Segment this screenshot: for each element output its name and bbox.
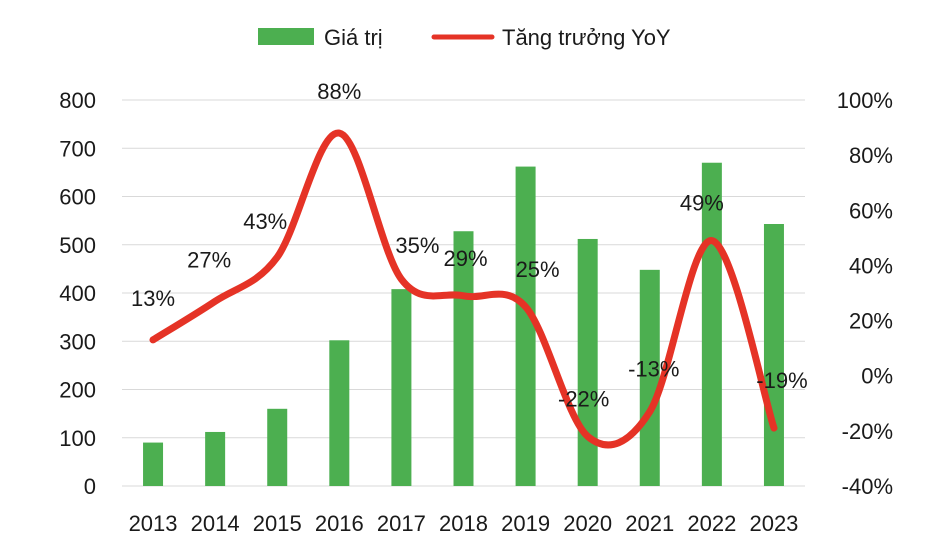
y-right-tick-label: 100% — [837, 88, 893, 113]
y-axis-right: -40% -20% 0% 20% 40% 60% 80% 100% — [837, 88, 893, 499]
legend: Giá trị Tăng trưởng YoY — [258, 25, 671, 50]
x-tick-label: 2023 — [749, 511, 798, 536]
legend-label-bar: Giá trị — [324, 25, 383, 50]
x-tick-label: 2017 — [377, 511, 426, 536]
growth-data-label: 49% — [680, 191, 724, 216]
x-tick-label: 2020 — [563, 511, 612, 536]
x-tick-label: 2019 — [501, 511, 550, 536]
growth-data-label: 35% — [395, 233, 439, 258]
y-right-tick-label: 40% — [849, 253, 893, 278]
legend-swatch-bar — [258, 28, 314, 45]
x-tick-label: 2021 — [625, 511, 674, 536]
y-left-tick-label: 800 — [59, 88, 96, 113]
growth-data-label: 27% — [187, 247, 231, 272]
growth-line — [149, 129, 778, 449]
y-left-tick-label: 600 — [59, 185, 96, 210]
bar — [763, 224, 784, 486]
y-left-tick-label: 100 — [59, 426, 96, 451]
growth-data-label: -22% — [558, 386, 609, 411]
x-tick-label: 2018 — [439, 511, 488, 536]
y-right-tick-label: 0% — [861, 364, 893, 389]
bar — [639, 269, 660, 486]
bar — [329, 340, 350, 486]
y-right-tick-label: 20% — [849, 309, 893, 334]
x-axis: 2013 2014 2015 2016 2017 2018 2019 2020 2021 2022… — [129, 511, 799, 536]
line-series — [149, 129, 778, 449]
x-tick-label: 2014 — [191, 511, 240, 536]
bar — [577, 238, 598, 486]
bar — [205, 431, 226, 486]
growth-data-label: 43% — [243, 209, 287, 234]
growth-data-label: -19% — [756, 368, 807, 393]
x-tick-label: 2016 — [315, 511, 364, 536]
y-left-tick-label: 500 — [59, 233, 96, 258]
bar — [143, 442, 164, 486]
legend-label-line: Tăng trưởng YoY — [502, 25, 671, 50]
growth-data-label: 29% — [443, 246, 487, 271]
bar — [267, 408, 288, 486]
bar — [515, 166, 536, 486]
data-labels: 13% 27% 43% 88% 35%29% 25% -22% -13% 49% -19% — [131, 79, 808, 411]
bar-series — [143, 162, 784, 486]
growth-data-label: 88% — [317, 79, 361, 104]
growth-data-label: -13% — [628, 357, 679, 382]
x-tick-label: 2015 — [253, 511, 302, 536]
growth-data-label: 25% — [516, 257, 560, 282]
y-right-tick-label: 80% — [849, 143, 893, 168]
y-axis-left: 0 100 200 300 400 500 600 700 800 — [59, 88, 96, 499]
y-left-tick-label: 0 — [84, 474, 96, 499]
y-right-tick-label: -40% — [842, 474, 893, 499]
y-left-tick-label: 400 — [59, 281, 96, 306]
bar — [391, 289, 412, 486]
growth-data-label: 13% — [131, 286, 175, 311]
y-right-tick-label: 60% — [849, 198, 893, 223]
y-left-tick-label: 300 — [59, 329, 96, 354]
x-tick-label: 2022 — [687, 511, 736, 536]
y-left-tick-label: 200 — [59, 378, 96, 403]
y-left-tick-label: 700 — [59, 136, 96, 161]
x-tick-label: 2013 — [129, 511, 178, 536]
y-right-tick-label: -20% — [842, 419, 893, 444]
